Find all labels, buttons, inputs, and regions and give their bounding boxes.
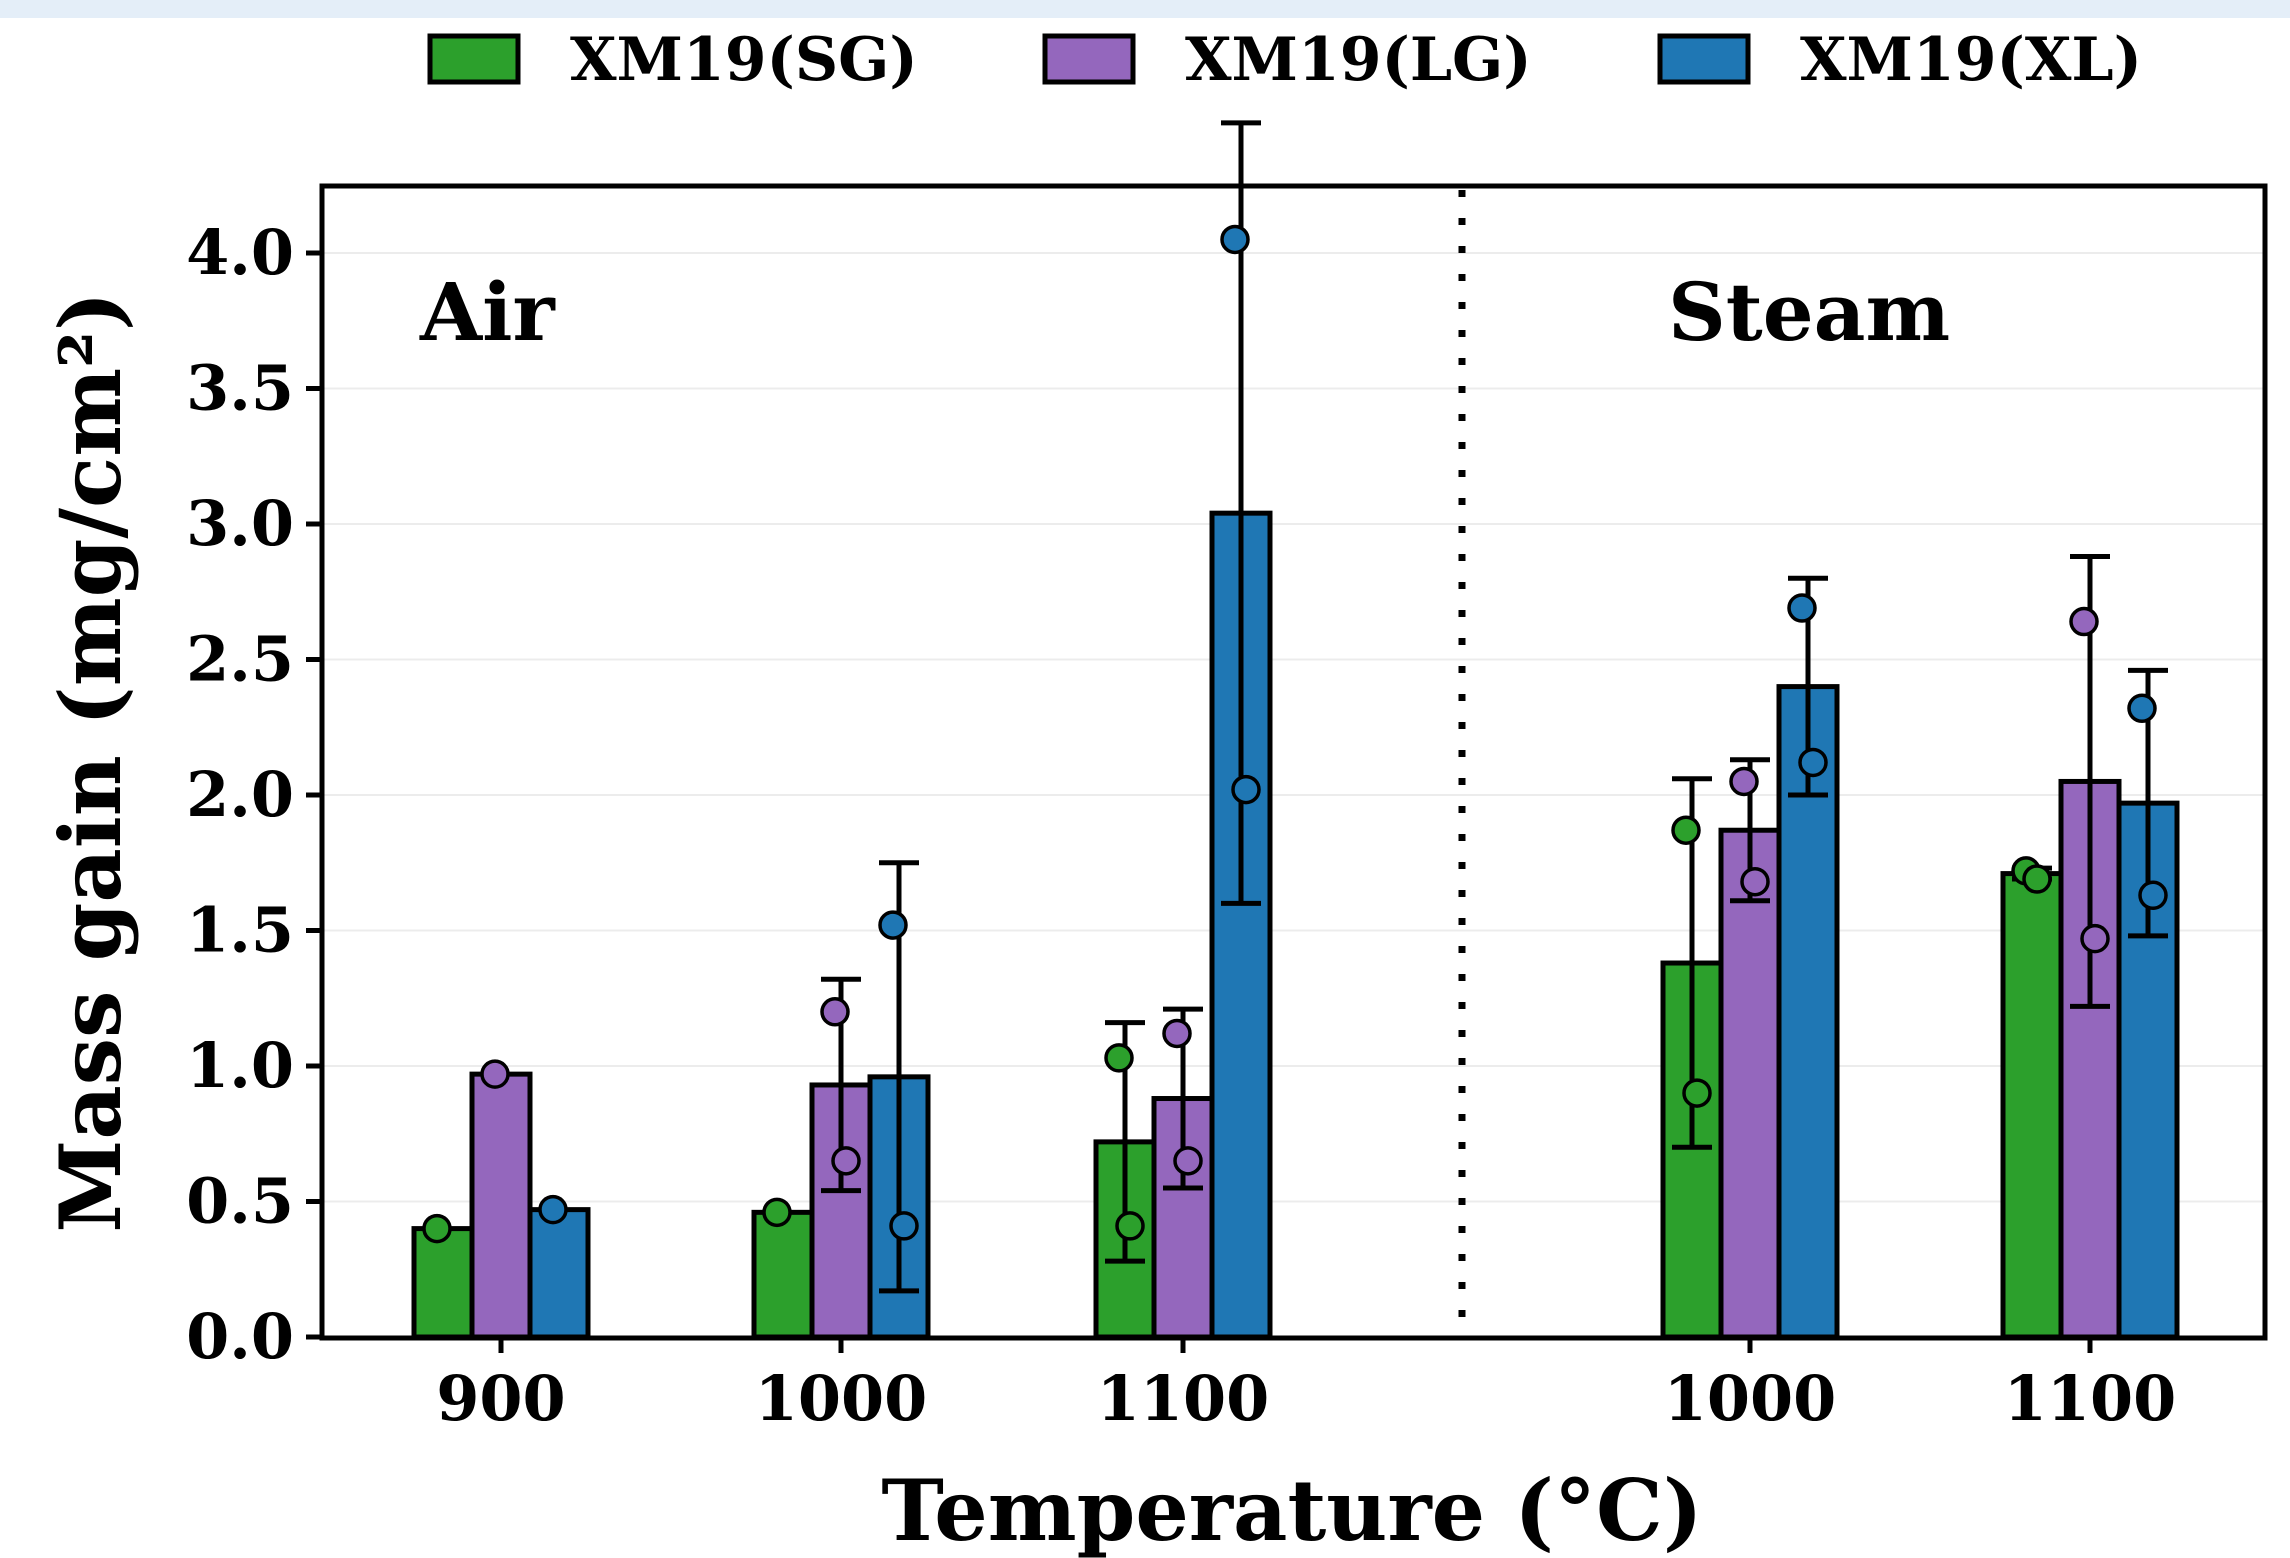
- data-point: [889, 1211, 919, 1241]
- y-tick-label: 3.5: [186, 352, 294, 425]
- x-tick-label: 900: [436, 1362, 565, 1435]
- x-tick-label: 1100: [1097, 1362, 1270, 1435]
- legend-label: XM19(XL): [1800, 25, 2142, 95]
- top-band: [0, 0, 2290, 18]
- error-bars: [821, 120, 2168, 1294]
- legend-item: XM19(XL): [1657, 25, 2142, 95]
- y-axis-label: Mass gain (mg/cm²): [41, 291, 140, 1232]
- y-tick-label: 4.0: [186, 216, 294, 289]
- data-point: [1671, 815, 1701, 845]
- data-point: [2080, 923, 2110, 954]
- data-point: [762, 1197, 792, 1228]
- bar: [751, 1209, 815, 1340]
- data-point: [2127, 693, 2157, 724]
- legend-item: XM19(LG): [1042, 25, 1532, 95]
- data-point: [480, 1059, 510, 1089]
- data-point: [2069, 606, 2099, 637]
- data-point: [1798, 747, 1828, 778]
- bar: [2000, 871, 2064, 1340]
- legend-swatch: [1042, 33, 1136, 85]
- y-tick-label: 1.5: [186, 894, 294, 967]
- data-point: [422, 1213, 452, 1244]
- region-label-steam: Steam: [1668, 265, 1950, 359]
- bar: [1718, 827, 1782, 1340]
- data-point: [2138, 880, 2168, 911]
- bar: [411, 1226, 475, 1340]
- data-points: [422, 224, 2168, 1244]
- data-point: [831, 1146, 861, 1176]
- x-axis: 900 1000 1100 1000 1100: [436, 1337, 2176, 1435]
- data-point: [878, 910, 908, 940]
- data-point: [1162, 1018, 1192, 1049]
- data-point: [1115, 1211, 1145, 1241]
- legend: XM19(SG) XM19(LG) XM19(XL): [427, 25, 2142, 95]
- legend-label: XM19(LG): [1185, 25, 1532, 95]
- bar: [527, 1207, 591, 1340]
- data-point: [1729, 766, 1759, 797]
- data-point: [820, 997, 850, 1027]
- region-label-air: Air: [419, 265, 555, 359]
- y-axis: 0.0 0.5 1.0 1.5 2.0 2.5 3.0 3.5 4.0: [186, 216, 322, 1373]
- data-point: [1173, 1146, 1203, 1176]
- legend-item: XM19(SG): [427, 25, 918, 95]
- y-tick-label: 0.0: [186, 1300, 294, 1373]
- legend-label: XM19(SG): [570, 25, 918, 95]
- x-tick-label: 1100: [2004, 1362, 2177, 1435]
- y-tick-label: 1.0: [186, 1029, 294, 1102]
- legend-swatch: [1657, 33, 1751, 85]
- x-tick-label: 1000: [1664, 1362, 1837, 1435]
- data-point: [1740, 866, 1770, 897]
- bar: [469, 1071, 533, 1340]
- data-point: [538, 1194, 568, 1225]
- x-tick-label: 1000: [755, 1362, 928, 1435]
- data-point: [1220, 224, 1250, 255]
- data-point: [1231, 774, 1261, 805]
- data-point: [1682, 1078, 1712, 1108]
- x-axis-label: Temperature (°C): [881, 1461, 1702, 1558]
- plot-frame: [319, 183, 2268, 1341]
- bars: [411, 510, 2180, 1340]
- legend-swatch: [427, 33, 521, 85]
- y-tick-label: 2.0: [186, 758, 294, 831]
- y-tick-label: 0.5: [186, 1165, 294, 1238]
- data-point: [1104, 1043, 1134, 1073]
- data-point: [1787, 593, 1817, 623]
- y-tick-label: 3.0: [186, 487, 294, 560]
- data-point: [2022, 864, 2052, 894]
- gridlines: [322, 252, 2265, 1203]
- y-tick-label: 2.5: [186, 623, 294, 696]
